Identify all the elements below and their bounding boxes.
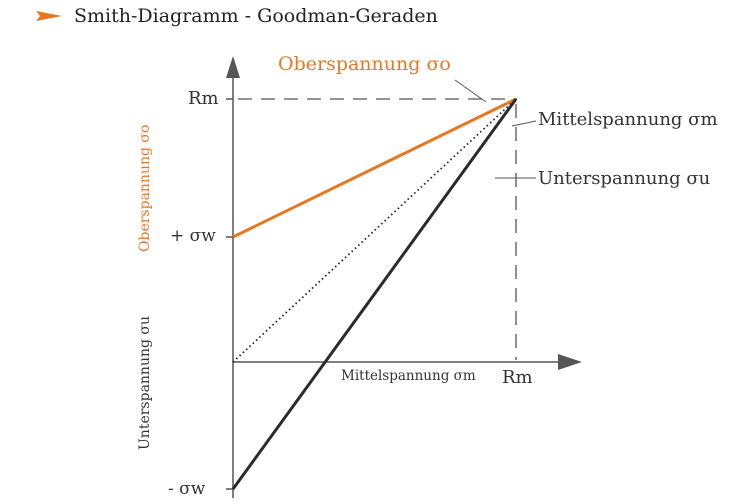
diagram-header: Smith-Diagramm - Goodman-Geraden: [36, 4, 438, 28]
oberspannung-title-label: Oberspannung σo: [278, 53, 451, 75]
rm-y-axis-label: Rm: [188, 88, 219, 109]
mittelspannung-line: [232, 98, 517, 363]
mittelspannung-line-label: Mittelspannung σm: [538, 109, 718, 130]
orange-arrow-bullet-icon: [36, 11, 62, 21]
y-axis-arrowhead: [226, 56, 240, 78]
rm-x-axis-label: Rm: [502, 367, 533, 388]
x-axis-arrowhead: [558, 354, 582, 370]
unterspannung-line: [231, 98, 518, 490]
unterspannung-line-label: Unterspannung σu: [538, 168, 711, 189]
mittelspannung-axis-label: Mittelspannung σm: [341, 368, 476, 384]
leader-mittelspannung: [511, 120, 537, 127]
leader-oberspannung: [454, 79, 487, 103]
diagram-title: Smith-Diagramm - Goodman-Geraden: [74, 5, 438, 27]
minus-sigma-w-label: - σw: [168, 479, 206, 499]
y-axis-label-unterspannung: Unterspannung σu: [137, 316, 153, 450]
oberspannung-line: [232, 97, 517, 239]
plus-sigma-w-label: + σw: [170, 226, 216, 246]
y-axis-label-oberspannung: Oberspannung σo: [137, 124, 153, 252]
